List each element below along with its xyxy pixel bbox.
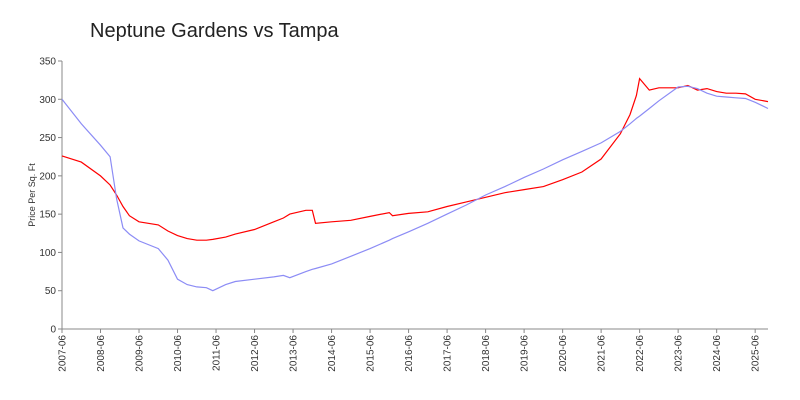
x-tick-label: 2013-06	[289, 335, 300, 372]
y-tick-label: 350	[39, 57, 56, 68]
x-tick-label: 2007-06	[58, 335, 69, 372]
x-tick-label: 2022-06	[635, 335, 646, 372]
x-tick-label: 2014-06	[327, 335, 338, 372]
y-axis-label: Price Per Sq. Ft	[27, 163, 37, 227]
x-tick-label: 2015-06	[366, 335, 377, 372]
chart-title: Neptune Gardens vs Tampa	[90, 20, 340, 42]
x-tick-label: 2016-06	[404, 335, 415, 372]
x-tick-label: 2025-06	[751, 335, 762, 372]
x-tick-label: 2021-06	[597, 335, 608, 372]
x-tick-label: 2018-06	[481, 335, 492, 372]
x-tick-label: 2024-06	[712, 335, 723, 372]
x-tick-label: 2011-06	[212, 335, 223, 371]
series-line	[61, 85, 769, 292]
y-tick-label: 300	[39, 95, 56, 106]
y-tick-label: 0	[50, 325, 56, 336]
y-tick-label: 50	[45, 286, 57, 297]
x-tick-label: 2012-06	[250, 335, 261, 372]
y-tick-label: 150	[39, 210, 56, 221]
x-tick-label: 2010-06	[173, 335, 184, 372]
x-tick-label: 2017-06	[443, 335, 454, 372]
series-line	[61, 77, 769, 241]
y-tick-label: 100	[39, 248, 56, 259]
y-tick-label: 200	[39, 171, 56, 182]
x-tick-label: 2009-06	[135, 335, 146, 372]
x-tick-label: 2023-06	[674, 335, 685, 372]
x-tick-label: 2008-06	[96, 335, 107, 372]
x-tick-label: 2020-06	[558, 335, 569, 372]
x-tick-label: 2019-06	[520, 335, 531, 372]
y-tick-label: 250	[39, 133, 56, 144]
